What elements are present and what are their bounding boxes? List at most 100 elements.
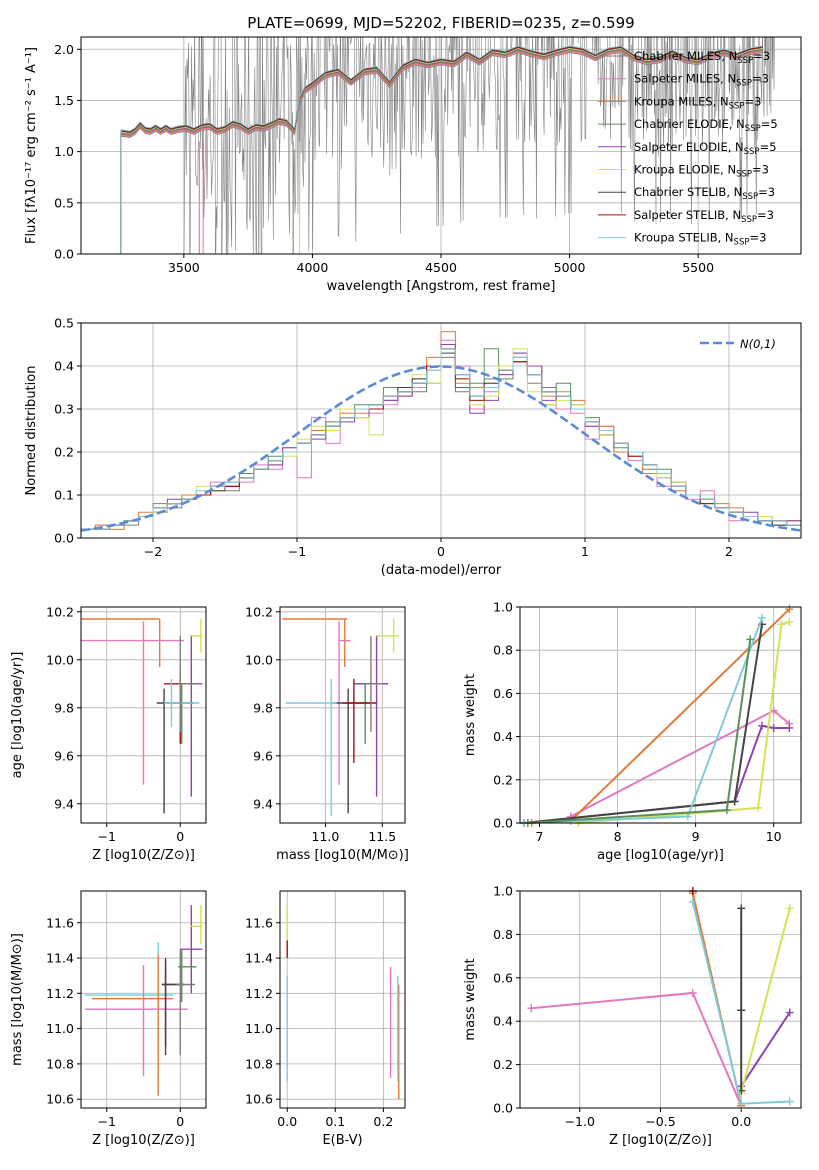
model-line [120, 46, 763, 254]
model-line [120, 45, 763, 254]
model-line [120, 49, 763, 254]
axes-frame [519, 890, 802, 1109]
legend-entry-main: Chabrier STELIB, N [634, 185, 742, 199]
legend-entry-main: Chabrier ELODIE, N [634, 117, 745, 131]
weight-line [740, 1011, 791, 1087]
y-axis-label: mass [log10(M/M⊙)] [10, 933, 25, 1066]
y-tick-label: 10.2 [245, 604, 273, 619]
y-axis-label: Normed distribution [24, 366, 39, 496]
y-tick-label: 1.0 [54, 144, 74, 159]
y-tick-label: 0.2 [54, 445, 74, 460]
errorbar [189, 619, 203, 653]
y-tick-label: 0.1 [54, 488, 74, 503]
legend-entry: Salpeter ELODIE, NSSP=5 [634, 140, 777, 157]
legend-entry-sub: SSP [734, 238, 750, 248]
y-tick-label: 11.4 [46, 951, 74, 966]
legend-entry-tail: =3 [757, 208, 774, 222]
x-tick-label: −1 [98, 1114, 116, 1129]
y-tick-label: 1.5 [54, 93, 74, 108]
axes-3: 11.0 11.5 9.4 9.6 9.8 10.0 10.2 mass [log10(M/M… [245, 604, 409, 863]
weight-marker [683, 812, 692, 821]
y-tick-label: 0.3 [54, 402, 74, 417]
model-line [120, 48, 763, 254]
y-tick-label: 0.2 [493, 772, 513, 787]
y-tick-label: 0.0 [493, 1101, 513, 1116]
legend-entry-sub: SSP [744, 147, 760, 157]
x-tick-label: 4000 [297, 260, 329, 275]
axes-7: −1.0 −0.5 0.0 0.0 0.2 0.4 0.6 0.8 1.0 Z [log10(Z/… [463, 884, 802, 1148]
x-tick-label: 0.0 [277, 1114, 297, 1129]
model-line [120, 52, 763, 254]
y-tick-label: 0.6 [493, 686, 513, 701]
x-tick-label: −1 [288, 544, 306, 559]
legend-entry-tail: =3 [744, 94, 761, 108]
weight-marker [737, 904, 746, 913]
y-tick-label: 0.8 [493, 927, 513, 942]
y-tick-label: 9.6 [54, 748, 74, 763]
y-tick-label: 0.0 [54, 531, 74, 546]
legend-entry: Salpeter STELIB, NSSP=3 [634, 208, 774, 225]
legend-entry-main: Salpeter STELIB, N [634, 208, 741, 222]
y-tick-label: 10.8 [46, 1056, 74, 1071]
y-tick-label: 10.6 [245, 1092, 273, 1107]
axes-frame [519, 606, 802, 824]
y-tick-label: 0.8 [493, 643, 513, 658]
y-tick-label: 9.8 [253, 700, 273, 715]
legend-entry-sub: SSP [742, 192, 758, 202]
y-tick-label: 0.6 [493, 970, 513, 985]
legend-entry: Kroupa ELODIE, NSSP=3 [634, 163, 769, 180]
legend-entry: Kroupa MILES, NSSP=3 [634, 94, 761, 111]
y-tick-label: 9.6 [253, 748, 273, 763]
legend-entry-main: Kroupa ELODIE, N [634, 163, 736, 177]
legend-entry-tail: =3 [752, 163, 769, 177]
weight-marker [737, 1006, 746, 1015]
axes-4: 7 8 9 10 0.0 0.2 0.4 0.6 0.8 1.0 age [log10(age/yr… [463, 600, 802, 863]
plot-title: PLATE=0699, MJD=52202, FIBERID=0235, z=0… [247, 14, 634, 32]
axes-1: −2 −1 0 1 2 0.0 0.1 0.2 0.3 0.4 0.5 (data-model)/er… [24, 316, 802, 578]
weight-marker [722, 806, 731, 815]
y-tick-label: 0.0 [54, 247, 74, 262]
weight-marker [785, 1008, 794, 1017]
weight-marker [754, 803, 763, 812]
y-tick-label: 11.6 [46, 915, 74, 930]
x-tick-label: 3500 [168, 260, 200, 275]
legend-entry-tail: =3 [753, 49, 770, 63]
y-tick-label: 10.6 [46, 1092, 74, 1107]
x-axis-label: mass [log10(M/M⊙)] [276, 848, 409, 863]
axes-frame [279, 606, 406, 824]
legend-entry: Kroupa STELIB, NSSP=3 [634, 231, 766, 248]
errorbar [164, 679, 200, 727]
y-tick-label: 0.2 [493, 1057, 513, 1072]
x-tick-label: 0 [176, 1114, 184, 1129]
errorbar [376, 619, 400, 653]
x-tick-label: −1 [98, 829, 116, 844]
legend-entry-sub: SSP [741, 215, 757, 225]
weight-marker [737, 1099, 746, 1108]
weight-marker [527, 1004, 536, 1013]
errorbar [81, 621, 184, 785]
y-axis-label: mass weight [463, 674, 478, 756]
x-tick-label: 0.2 [373, 1114, 393, 1129]
weight-marker [757, 613, 766, 622]
y-tick-label: 10.0 [245, 652, 273, 667]
weight-marker [730, 797, 739, 806]
legend-entry-tail: =5 [761, 117, 778, 131]
x-axis-label: Z [log10(Z/Z⊙)] [609, 1133, 712, 1148]
legend-entry-tail: =3 [758, 185, 775, 199]
legend-entry: Salpeter MILES, NSSP=3 [634, 72, 769, 89]
errorbar [81, 618, 161, 667]
weight-line [523, 624, 763, 824]
weight-line [578, 621, 790, 824]
weight-marker [785, 618, 794, 627]
axes-frame [80, 322, 802, 539]
legend-entry-main: Kroupa STELIB, N [634, 231, 734, 245]
y-tick-label: 10.8 [245, 1056, 273, 1071]
y-tick-label: 0.0 [493, 816, 513, 831]
legend-entry-sub: SSP [736, 79, 752, 89]
errorbar [365, 635, 383, 732]
weight-marker [757, 721, 766, 730]
x-tick-label: 0 [176, 829, 184, 844]
x-tick-label: 1 [581, 544, 589, 559]
weight-marker [769, 723, 778, 732]
